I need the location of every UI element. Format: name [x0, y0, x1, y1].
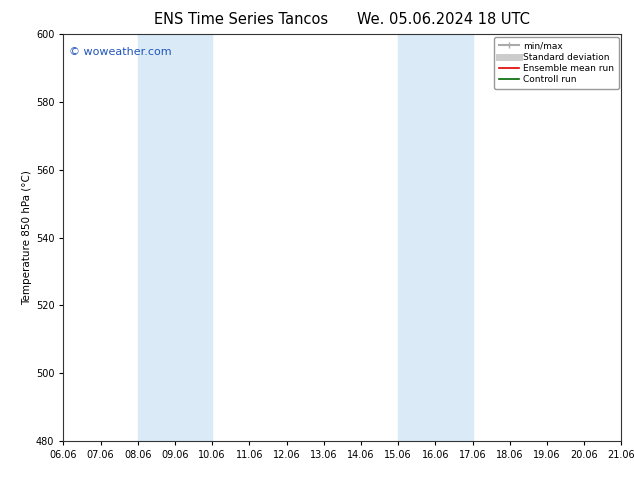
Bar	[138, 34, 212, 441]
Text: ENS Time Series Tancos: ENS Time Series Tancos	[154, 12, 328, 27]
Text: © woweather.com: © woweather.com	[69, 47, 172, 56]
Y-axis label: Temperature 850 hPa (°C): Temperature 850 hPa (°C)	[22, 170, 32, 305]
Legend: min/max, Standard deviation, Ensemble mean run, Controll run: min/max, Standard deviation, Ensemble me…	[495, 37, 619, 89]
Text: We. 05.06.2024 18 UTC: We. 05.06.2024 18 UTC	[358, 12, 530, 27]
Bar	[398, 34, 472, 441]
